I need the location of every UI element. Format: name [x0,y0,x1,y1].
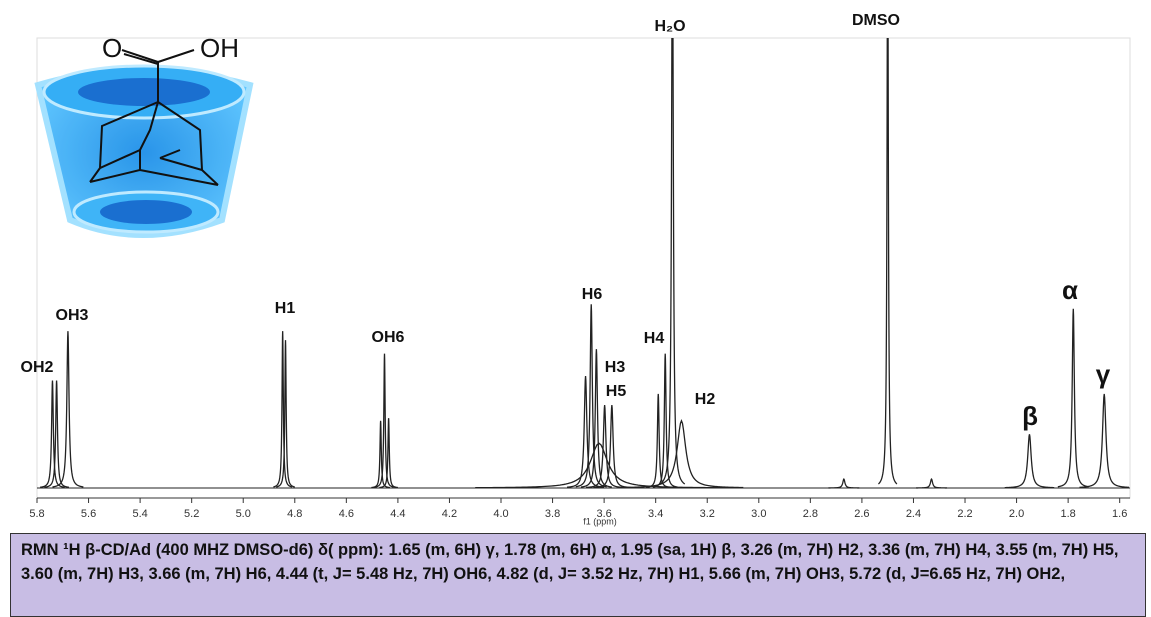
peak [566,375,605,488]
x-tick-label: 4.0 [493,508,508,520]
x-tick-label: 5.2 [184,508,199,520]
peak [52,331,84,488]
x-tick-label: 2.8 [803,508,818,520]
chart: O OH 5.8 5.6 5.4 5.2 5.0 4.8 4.6 4.4 4.2 4.0 3.8 3.… [21,12,1131,526]
peak-label: H2 [695,391,716,408]
peak [575,304,607,488]
x-tick-label: 3.6 [596,508,611,520]
x-tick-label: 4.6 [339,508,354,520]
peak [375,353,394,488]
peak [379,418,398,489]
x-tick-label: 4.4 [390,508,405,520]
x-tick-label: 2.6 [854,508,869,520]
peak [828,477,860,489]
x-tick-label: 2.4 [906,508,921,520]
atom-label: O [102,33,122,63]
atom-label: OH [200,33,239,63]
peak [475,442,723,489]
peak [44,380,70,488]
x-tick-label: 4.8 [287,508,302,520]
x-tick-label: 3.4 [648,508,663,520]
peak [273,331,293,488]
peak [39,380,65,488]
peak [619,419,744,489]
x-tick-label: 3.8 [545,508,560,520]
peak [877,38,898,485]
peak [586,405,624,489]
caption: RMN ¹H β-CD/Ad (400 MHZ DMSO-d6) δ( ppm)… [10,533,1146,617]
x-tick-label: 3.0 [751,508,766,520]
peak [659,38,686,485]
peak-label: H1 [275,300,296,317]
peak-label: DMSO [852,12,900,29]
x-tick-label: 5.0 [236,508,251,520]
peak-label: α [1062,275,1078,305]
x-tick-label: 4.2 [442,508,457,520]
peak-label: OH3 [56,307,89,324]
x-axis-label: f1 (ppm) [583,516,617,526]
x-tick-label: 3.2 [700,508,715,520]
peak [593,405,631,489]
peak-label: H3 [605,359,626,376]
peak-label: H6 [582,286,603,303]
peak [276,340,295,488]
peak-label: H5 [606,383,627,400]
peak-label: H₂O [654,18,685,35]
peak [916,477,947,489]
peak [1004,434,1055,489]
x-tick-label: 5.4 [132,508,147,520]
peak-label: β [1022,401,1038,431]
illustration: O OH [34,33,254,238]
peak [1057,308,1089,488]
peak-label: γ [1096,359,1111,389]
x-tick-label: 5.6 [81,508,96,520]
peak [580,349,612,488]
peak-label: H4 [644,330,665,347]
peak-label: OH6 [372,329,405,346]
peak [652,353,678,488]
x-tick-label: 2.0 [1009,508,1024,520]
peak-label: OH2 [21,359,54,376]
peak [371,420,390,489]
x-tick-label: 1.8 [1060,508,1075,520]
x-tick-label: 2.2 [957,508,972,520]
peak [1079,393,1130,488]
x-tick-label: 5.8 [29,508,44,520]
x-tick-label: 1.6 [1112,508,1127,520]
